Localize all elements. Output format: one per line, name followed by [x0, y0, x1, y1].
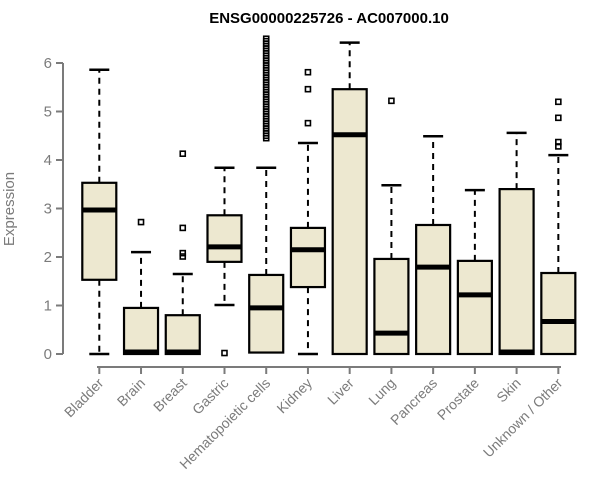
boxplot-unknown-other	[540, 98, 577, 356]
x-tick-label-skin: Skin	[493, 375, 524, 406]
outlier-unknown-other-3	[555, 143, 562, 150]
boxplot-skin	[498, 131, 535, 356]
x-tick-label-bladder: Bladder	[61, 375, 107, 421]
box-brain	[122, 306, 160, 356]
box-unknown-other	[540, 271, 577, 356]
boxplot-gastric	[206, 166, 243, 357]
box-lung	[373, 257, 410, 356]
y-tick-label-2: 2	[44, 249, 52, 266]
y-tick-label-1: 1	[44, 298, 52, 315]
outlier-gastric-0	[221, 349, 228, 357]
outlier-breast-1	[179, 224, 187, 232]
box-prostate	[456, 259, 493, 356]
outlier-hematopoietic-cells-41	[262, 35, 270, 43]
box-hematopoietic-cells	[248, 273, 285, 354]
x-tick-label-lung: Lung	[365, 375, 398, 408]
boxplot-kidney	[289, 68, 327, 356]
y-tick-label-0: 0	[44, 346, 52, 363]
box-breast	[164, 314, 201, 356]
x-tick-label-breast: Breast	[150, 375, 190, 415]
outlier-unknown-other-0	[555, 98, 562, 106]
boxplot-breast	[164, 150, 201, 356]
boxplot-bladder	[81, 68, 118, 356]
y-tick-label-6: 6	[44, 55, 52, 72]
boxplot-brain	[122, 218, 160, 356]
y-tick-label-4: 4	[44, 152, 52, 169]
outlier-breast-3	[179, 253, 187, 260]
boxplot-liver	[331, 41, 368, 356]
outlier-kidney-0	[304, 68, 312, 76]
outlier-lung-0	[388, 97, 395, 105]
outlier-breast-2	[179, 249, 187, 257]
outlier-brain-0	[137, 218, 145, 226]
x-tick-label-prostate: Prostate	[434, 375, 482, 423]
box-skin	[498, 188, 535, 356]
x-tick-label-brain: Brain	[114, 375, 148, 409]
y-tick-label-5: 5	[44, 104, 52, 121]
boxplot-lung	[373, 97, 410, 356]
box-liver	[331, 88, 368, 356]
x-tick-label-liver: Liver	[324, 375, 357, 408]
box-gastric	[206, 214, 243, 263]
x-tick-label-unknown-other: Unknown / Other	[480, 375, 566, 461]
boxplot-pancreas	[415, 134, 452, 356]
outlier-breast-0	[179, 150, 187, 157]
y-tick-label-3: 3	[44, 201, 52, 218]
box-bladder	[81, 181, 118, 281]
outlier-kidney-1	[304, 85, 312, 93]
y-axis-label: Expression	[1, 172, 18, 246]
outlier-kidney-2	[304, 119, 312, 127]
boxplot-hematopoietic-cells	[248, 35, 285, 354]
box-series	[81, 35, 577, 357]
outlier-unknown-other-1	[555, 114, 562, 122]
boxplot-prostate	[456, 188, 493, 356]
x-tick-label-kidney: Kidney	[273, 375, 315, 417]
box-pancreas	[415, 223, 452, 356]
chart-title: ENSG00000225726 - AC007000.10	[209, 10, 449, 27]
box-kidney	[289, 226, 327, 289]
